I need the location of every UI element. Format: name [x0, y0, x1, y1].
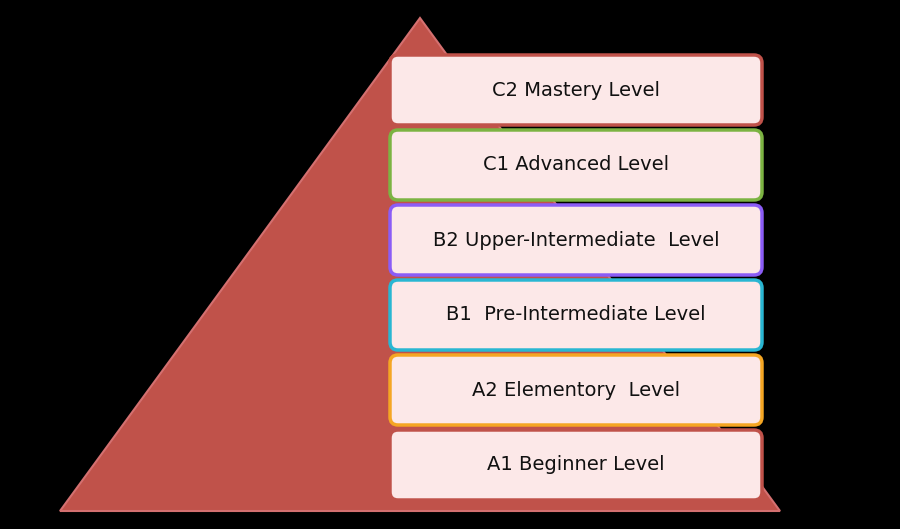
- Text: B1  Pre-Intermediate Level: B1 Pre-Intermediate Level: [446, 306, 706, 324]
- Text: C1 Advanced Level: C1 Advanced Level: [483, 156, 669, 175]
- Text: A1 Beginner Level: A1 Beginner Level: [487, 455, 665, 475]
- FancyBboxPatch shape: [390, 280, 762, 350]
- FancyBboxPatch shape: [390, 355, 762, 425]
- Text: C2 Mastery Level: C2 Mastery Level: [492, 80, 660, 99]
- FancyBboxPatch shape: [390, 130, 762, 200]
- Text: A2 Elementory  Level: A2 Elementory Level: [472, 380, 680, 399]
- FancyBboxPatch shape: [390, 430, 762, 500]
- Polygon shape: [60, 18, 780, 511]
- Text: B2 Upper-Intermediate  Level: B2 Upper-Intermediate Level: [433, 231, 719, 250]
- FancyBboxPatch shape: [390, 55, 762, 125]
- FancyBboxPatch shape: [390, 205, 762, 275]
